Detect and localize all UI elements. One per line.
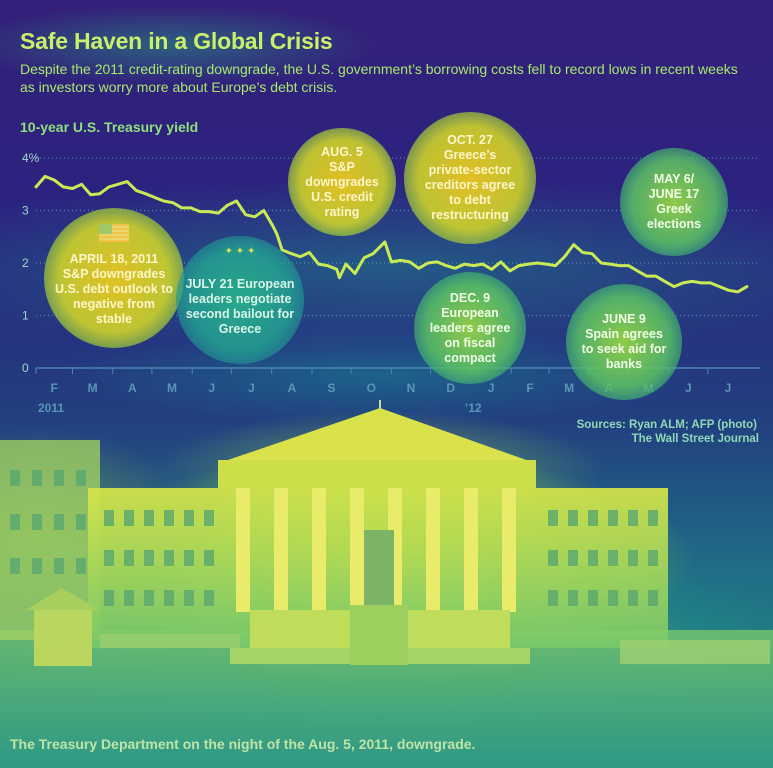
column [274,488,288,612]
window [588,550,598,566]
column [502,488,516,612]
window [548,550,558,566]
x-tick-label: M [167,381,177,395]
x-tick-label: S [328,381,336,395]
publication-credit: The Wall Street Journal [631,433,759,445]
window [124,550,134,566]
window [10,558,20,574]
y-tick-label: 0 [22,361,29,375]
annotation-june-9: JUNE 9 Spain agrees to seek aid for bank… [566,284,682,400]
window [204,550,214,566]
x-year-label: ’12 [465,401,482,415]
window [164,510,174,526]
window [628,550,638,566]
window [568,510,578,526]
x-tick-label: A [128,381,137,395]
y-tick-label: 2 [22,256,29,270]
window [648,510,658,526]
annotation-aug-5: AUG. 5 S&P downgrades U.S. credit rating [288,128,396,236]
window [76,514,86,530]
window [54,514,64,530]
window [124,590,134,606]
window [144,590,154,606]
window [568,590,578,606]
window [184,550,194,566]
window [184,510,194,526]
window [54,470,64,486]
window [648,590,658,606]
window [628,510,638,526]
window [124,510,134,526]
y-axis-label: 10-year U.S. Treasury yield [20,119,199,135]
y-axis-ticks: 4% 3 2 1 0 [22,151,40,375]
column [350,488,364,612]
window [104,590,114,606]
eu-stars-icon: ✦ ✦ ✦ [224,246,256,257]
annotation-oct-27: OCT. 27 Greece’s private-sector creditor… [404,112,536,244]
x-tick-label: F [526,381,533,395]
x-tick-label: N [407,381,416,395]
window [184,590,194,606]
window [548,590,558,606]
y-tick-label: 1 [22,309,29,323]
chart-title: Safe Haven in a Global Crisis [20,28,333,54]
annotation-dec-9: DEC. 9 European leaders agree on fiscal … [414,272,526,384]
window [204,510,214,526]
window [104,510,114,526]
window [10,470,20,486]
us-flag-icon [99,224,129,242]
x-tick-label: F [51,381,58,395]
x-tick-label: J [208,381,215,395]
x-tick-label: M [88,381,98,395]
y-tick-label: 3 [22,204,29,218]
window [144,510,154,526]
window [54,558,64,574]
y-tick-label: 4% [22,151,40,165]
sources-note: Sources: Ryan ALM; AFP (photo) [576,419,757,431]
window [76,470,86,486]
column [236,488,250,612]
annotation-may-6-june-17: MAY 6/ JUNE 17 Greek elections [620,148,728,256]
x-tick-label: M [564,381,574,395]
window [648,550,658,566]
annotation-april-18: APRIL 18, 2011 S&P downgrades U.S. debt … [44,208,184,348]
window [32,514,42,530]
window [144,550,154,566]
window [10,514,20,530]
window [568,550,578,566]
x-tick-label: O [367,381,376,395]
x-tick-label: A [288,381,297,395]
window [588,590,598,606]
treasury-building-image [0,400,773,768]
treasury-yield-line [34,174,749,294]
x-tick-label: J [248,381,255,395]
window [608,550,618,566]
column [426,488,440,612]
window [628,590,638,606]
chart-subtitle: Despite the 2011 credit-rating downgrade… [20,61,738,95]
x-year-label: 2011 [38,401,64,415]
x-tick-label: J [685,381,692,395]
window [608,590,618,606]
annotation-july-21: ✦ ✦ ✦ JULY 21 European leaders negotiate… [176,236,304,364]
x-tick-label: J [725,381,732,395]
window [76,558,86,574]
x-tick-label: D [446,381,455,395]
x-axis-ticks: FMAMJJASONDJFMAMJJ2011’12 [35,368,732,415]
window [608,510,618,526]
photo-caption: The Treasury Department on the night of … [10,736,476,752]
window [164,550,174,566]
column [464,488,478,612]
window [32,558,42,574]
window [164,590,174,606]
window [588,510,598,526]
window [548,510,558,526]
window [204,590,214,606]
column [312,488,326,612]
window [104,550,114,566]
x-tick-label: J [488,381,495,395]
window [32,470,42,486]
